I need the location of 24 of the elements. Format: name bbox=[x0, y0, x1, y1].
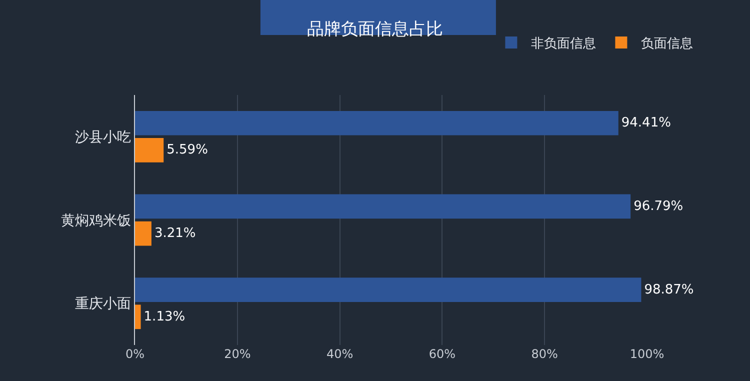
legend-label: 负面信息 bbox=[641, 36, 694, 52]
bar bbox=[135, 278, 642, 302]
x-tick-label: 80% bbox=[531, 347, 558, 361]
data-label: 5.59% bbox=[166, 142, 208, 158]
x-tick-label: 20% bbox=[224, 347, 251, 361]
data-label: 98.87% bbox=[644, 282, 694, 298]
data-label: 3.21% bbox=[154, 226, 196, 242]
bar bbox=[135, 138, 164, 162]
x-tick-label: 100% bbox=[630, 347, 664, 361]
y-tick-label: 沙县小吃 bbox=[75, 130, 132, 146]
bar bbox=[135, 304, 141, 330]
chart-title: 品牌负面信息占比 bbox=[307, 20, 443, 40]
data-label: 96.79% bbox=[634, 198, 684, 214]
legend-label: 非负面信息 bbox=[531, 36, 596, 52]
y-tick-label: 重庆小面 bbox=[75, 296, 132, 312]
bar bbox=[135, 110, 618, 136]
x-tick-label: 60% bbox=[428, 347, 456, 361]
x-tick-label: 40% bbox=[326, 347, 354, 361]
data-label: 94.41% bbox=[621, 116, 671, 131]
bar bbox=[135, 221, 152, 246]
data-label: 1.13% bbox=[144, 309, 186, 324]
x-tick-label: 0% bbox=[125, 347, 145, 361]
bar bbox=[135, 194, 631, 219]
y-tick-label: 黄焖鸡米饭 bbox=[61, 212, 132, 229]
